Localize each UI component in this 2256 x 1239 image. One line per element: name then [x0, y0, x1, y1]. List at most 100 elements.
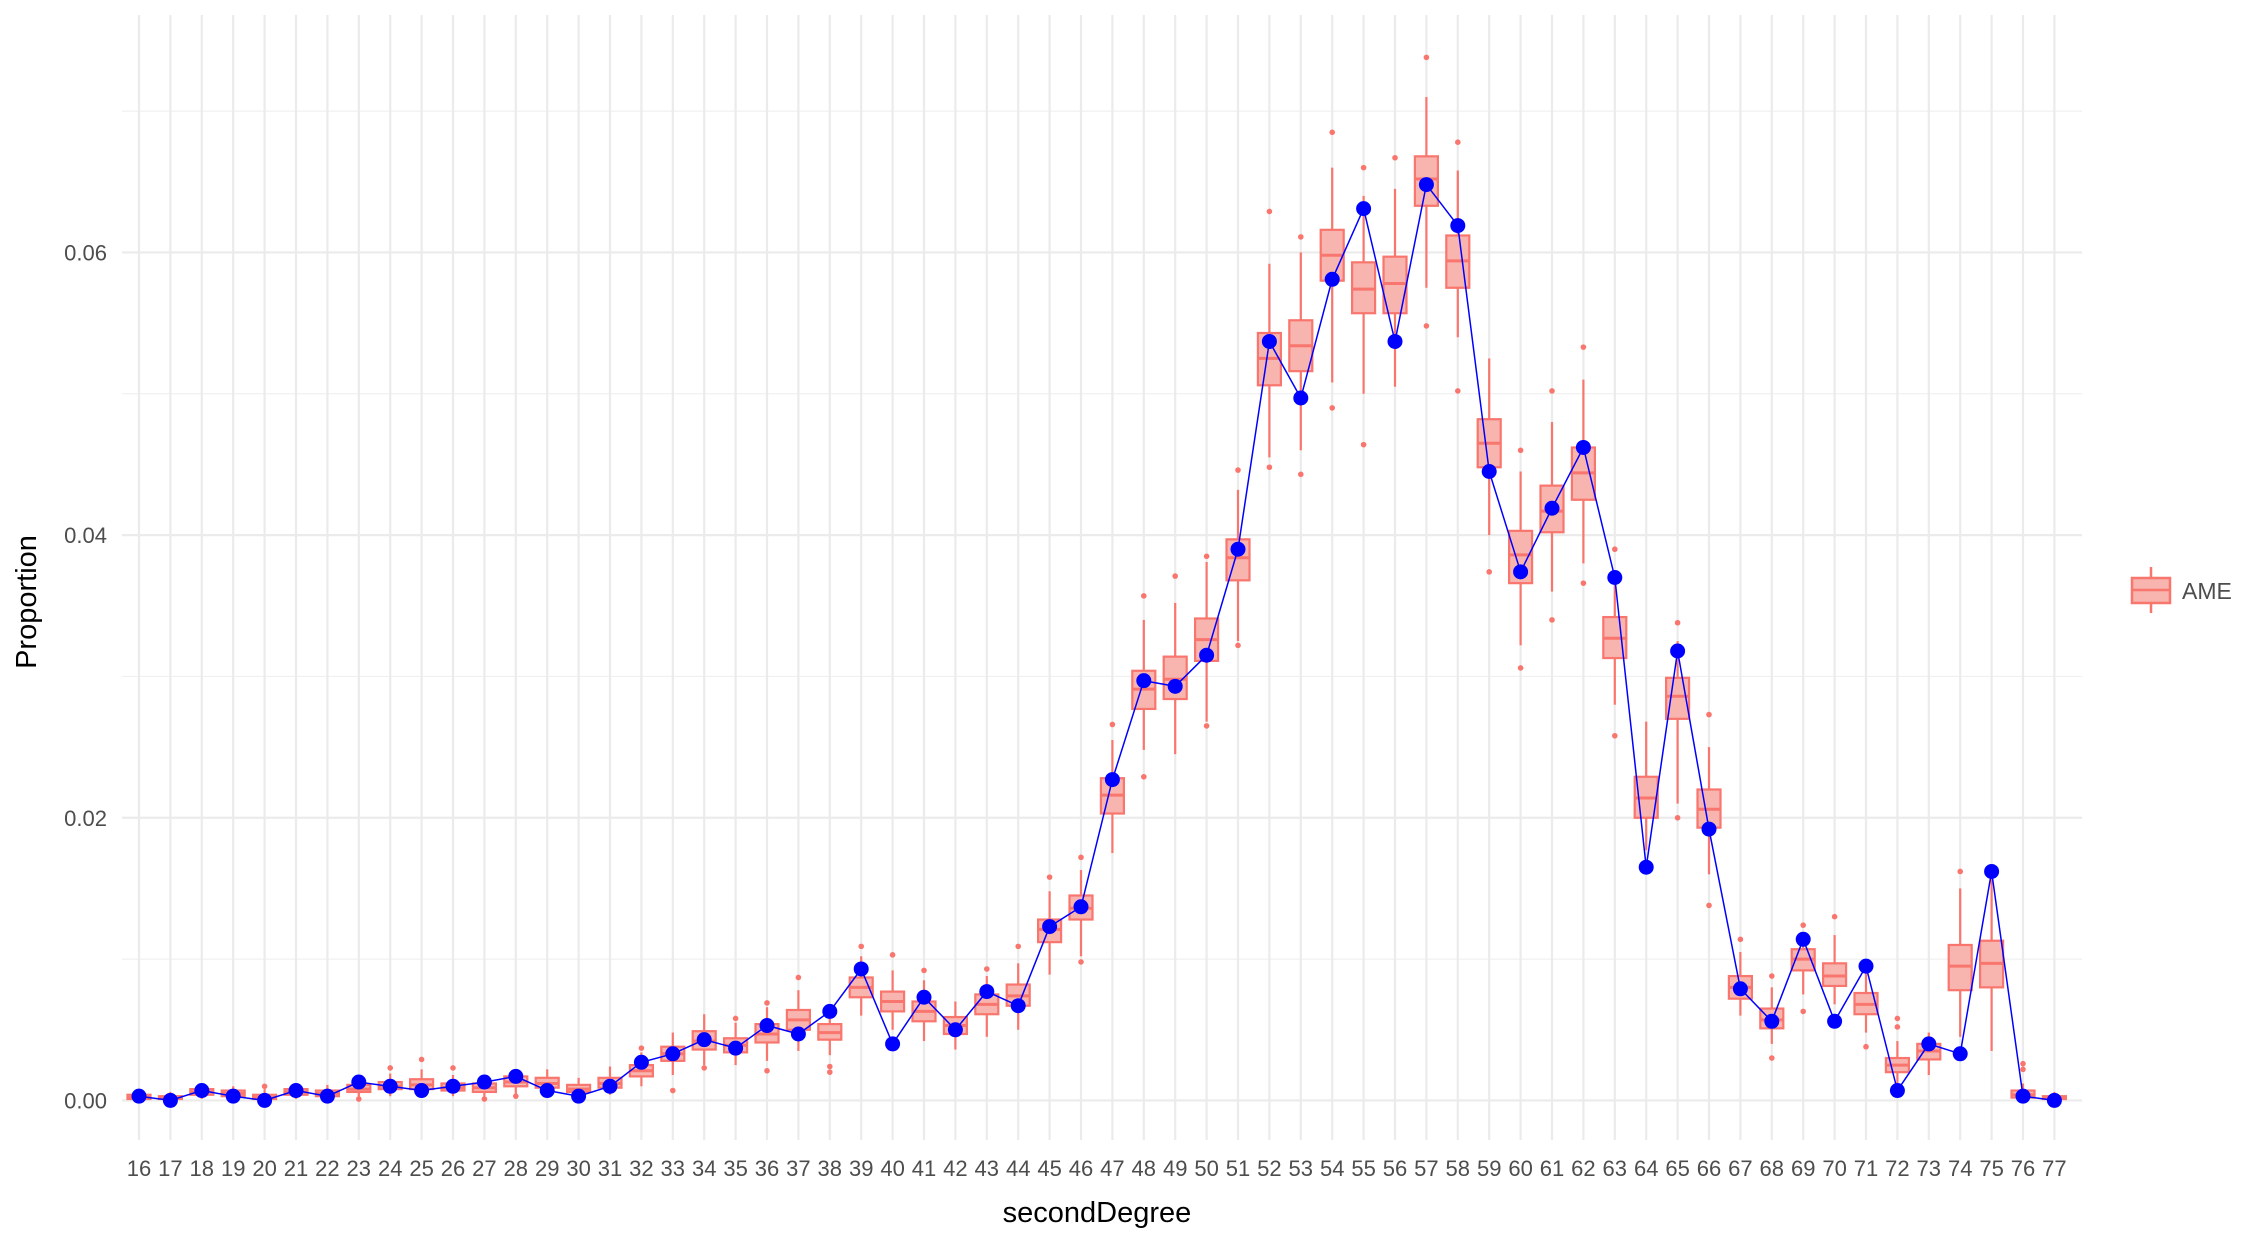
- point-33: [665, 1046, 681, 1062]
- x-tick-label: 38: [818, 1156, 842, 1181]
- point-54: [1324, 271, 1340, 287]
- point-49: [1167, 678, 1183, 694]
- point-75: [1984, 863, 2000, 879]
- point-29: [539, 1083, 555, 1099]
- x-tick-label: 45: [1037, 1156, 1061, 1181]
- point-46: [1073, 899, 1089, 915]
- outlier-point: [1737, 936, 1744, 943]
- x-tick-label: 33: [661, 1156, 685, 1181]
- point-32: [633, 1054, 649, 1070]
- outlier-point: [1957, 868, 1963, 875]
- outlier-point: [701, 1065, 707, 1071]
- x-axis-ticks: 16 17 18 19 20 21 22 23 24 25 26 27 28 29 30 31 32 33 34 35…: [127, 1156, 2067, 1181]
- outlier-point: [1769, 1055, 1775, 1061]
- box-50: [1193, 553, 1220, 729]
- point-68: [1764, 1013, 1780, 1029]
- outlier-point: [1329, 129, 1335, 136]
- x-tick-label: 35: [723, 1156, 747, 1181]
- outlier-point: [1706, 902, 1712, 909]
- point-76: [2015, 1088, 2031, 1104]
- y-axis-ticks: 0.00 0.02 0.04 0.06: [64, 240, 107, 1113]
- y-tick-label: 0.00: [64, 1088, 107, 1113]
- outlier-point: [418, 1056, 425, 1063]
- major-gridlines: [122, 15, 2082, 1140]
- x-tick-label: 67: [1728, 1156, 1752, 1181]
- point-67: [1732, 981, 1748, 997]
- point-42: [947, 1022, 963, 1038]
- x-tick-label: 55: [1351, 1156, 1375, 1181]
- point-37: [790, 1026, 806, 1042]
- point-20: [257, 1092, 273, 1108]
- x-tick-label: 28: [504, 1156, 528, 1181]
- x-tick-label: 76: [2011, 1156, 2035, 1181]
- x-tick-label: 29: [535, 1156, 559, 1181]
- point-71: [1858, 958, 1874, 974]
- outlier-point: [1674, 619, 1681, 626]
- legend-label-ame: AME: [2182, 578, 2232, 604]
- x-axis-title: secondDegree: [1003, 1197, 1192, 1229]
- outlier-point: [795, 974, 802, 981]
- box-55: [1350, 164, 1377, 448]
- outlier-point: [1109, 721, 1116, 728]
- x-tick-label: 42: [943, 1156, 967, 1181]
- outlier-point: [1800, 1008, 1806, 1015]
- point-47: [1104, 772, 1120, 788]
- outlier-point: [670, 1087, 676, 1094]
- box-40: [879, 952, 906, 1030]
- x-tick-label: 58: [1446, 1156, 1470, 1181]
- x-tick-label: 40: [880, 1156, 904, 1181]
- x-tick-label: 46: [1069, 1156, 1093, 1181]
- x-tick-label: 48: [1132, 1156, 1156, 1181]
- x-tick-label: 26: [441, 1156, 465, 1181]
- point-25: [414, 1083, 430, 1099]
- outlier-point: [1078, 959, 1084, 965]
- x-tick-label: 57: [1414, 1156, 1438, 1181]
- outlier-point: [1769, 973, 1775, 979]
- point-39: [853, 961, 869, 977]
- point-45: [1042, 919, 1058, 935]
- point-69: [1795, 931, 1811, 947]
- x-tick-label: 41: [912, 1156, 936, 1181]
- point-59: [1481, 464, 1497, 480]
- x-tick-label: 37: [786, 1156, 810, 1181]
- point-31: [602, 1078, 618, 1094]
- x-tick-label: 77: [2042, 1156, 2066, 1181]
- point-23: [351, 1074, 367, 1090]
- outlier-point: [1580, 580, 1587, 586]
- outlier-point: [1549, 617, 1555, 623]
- minor-gridlines: [122, 110, 2082, 960]
- outlier-point: [1015, 943, 1021, 950]
- x-tick-label: 16: [127, 1156, 151, 1181]
- x-tick-label: 50: [1194, 1156, 1218, 1181]
- point-57: [1418, 177, 1434, 193]
- point-77: [2046, 1092, 2062, 1108]
- x-tick-label: 20: [252, 1156, 276, 1181]
- point-72: [1889, 1083, 1905, 1099]
- x-tick-label: 71: [1854, 1156, 1878, 1181]
- outlier-point: [1235, 467, 1241, 473]
- outlier-point: [1141, 593, 1147, 599]
- x-tick-label: 68: [1760, 1156, 1784, 1181]
- x-tick-label: 27: [472, 1156, 496, 1181]
- outlier-point: [2020, 1066, 2026, 1073]
- point-63: [1607, 570, 1623, 585]
- x-tick-label: 74: [1948, 1156, 1972, 1181]
- outlier-point: [1455, 388, 1461, 394]
- point-44: [1010, 998, 1026, 1014]
- box-75: [1978, 871, 2005, 1051]
- outlier-point: [2020, 1060, 2026, 1067]
- outlier-point: [1706, 711, 1712, 718]
- x-tick-label: 60: [1508, 1156, 1532, 1181]
- point-62: [1575, 439, 1591, 455]
- point-58: [1450, 218, 1466, 234]
- point-26: [445, 1078, 461, 1094]
- x-tick-label: 34: [692, 1156, 716, 1181]
- x-tick-label: 17: [158, 1156, 182, 1181]
- point-65: [1670, 643, 1686, 659]
- outlier-point: [1612, 546, 1618, 553]
- x-tick-label: 65: [1665, 1156, 1689, 1181]
- x-tick-label: 47: [1100, 1156, 1124, 1181]
- outlier-point: [1894, 1024, 1901, 1030]
- outlier-point: [638, 1045, 645, 1051]
